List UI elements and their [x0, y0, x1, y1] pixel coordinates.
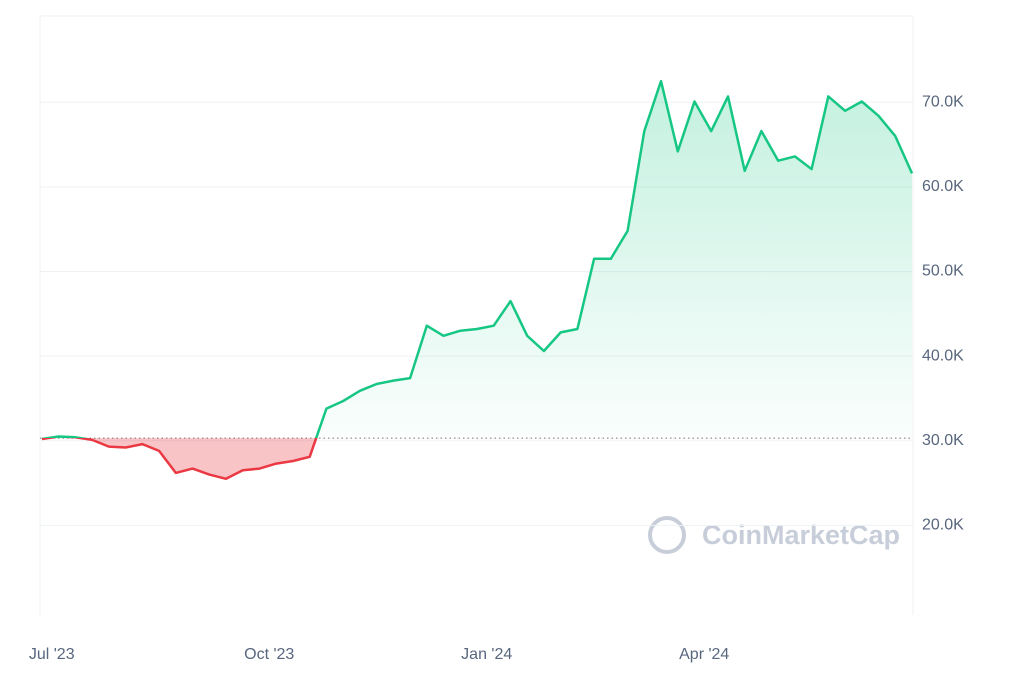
x-tick-label: Oct '23 — [244, 646, 294, 663]
price-line — [41, 79, 914, 481]
y-tick-label: 60.0K — [922, 178, 964, 195]
y-tick-label: 70.0K — [922, 94, 964, 111]
y-tick-label: 30.0K — [922, 432, 964, 449]
watermark: CoinMarketCap — [648, 516, 900, 554]
y-tick-label: 50.0K — [922, 263, 964, 280]
watermark-text: CoinMarketCap — [702, 520, 900, 550]
x-tick-label: Jul '23 — [29, 646, 75, 663]
area — [42, 81, 912, 479]
x-tick-label: Jan '24 — [461, 646, 512, 663]
y-tick-label: 40.0K — [922, 347, 964, 364]
x-tick-label: Apr '24 — [679, 646, 729, 663]
y-tick-label: 20.0K — [922, 517, 964, 534]
watermark-logo — [648, 516, 686, 554]
